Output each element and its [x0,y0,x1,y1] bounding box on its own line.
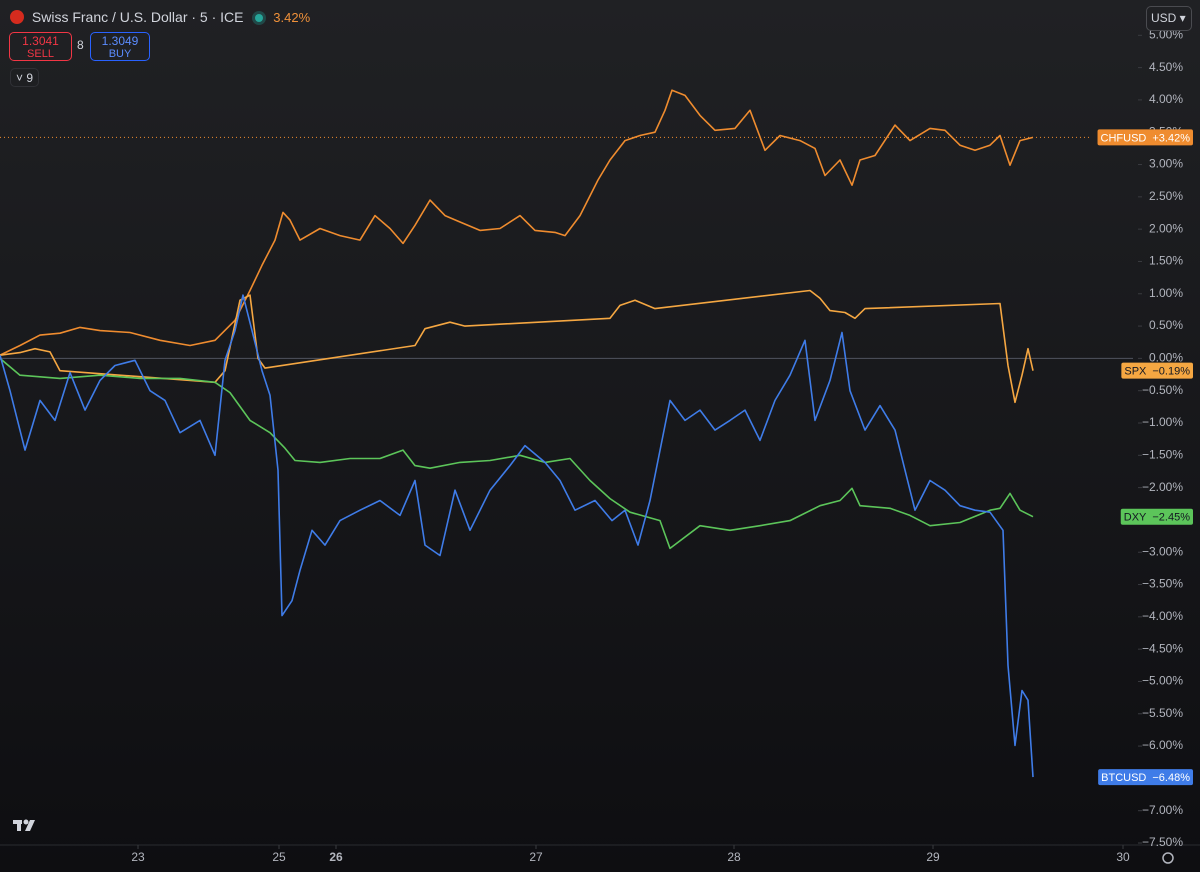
x-tick-label: 26 [329,850,343,864]
indicators-count: 9 [26,71,34,85]
indicators-toggle[interactable]: ˅ 9 [10,68,39,87]
y-tick-label: −5.00% [1142,674,1183,688]
settings-icon[interactable] [1162,852,1174,864]
series-name: SPX [1124,366,1147,378]
series-name: DXY [1124,512,1147,524]
series-label-box [1098,769,1193,786]
y-tick-label: 0.50% [1149,318,1183,332]
series-last-label: −2.45% [1152,512,1190,524]
buy-button[interactable]: 1.3049 BUY [90,32,150,61]
x-tick-label: 29 [926,850,940,864]
series-last-label: −0.19% [1152,366,1190,378]
status-dot [255,14,264,22]
change: 3.42% [273,10,311,25]
currency-select[interactable]: USD ▾ [1146,6,1192,31]
y-tick-label: 1.00% [1149,286,1183,300]
series-line [0,294,1034,778]
sell-price: 1.3041 [22,34,59,48]
series-last-label: −6.48% [1152,772,1190,784]
y-tick-label: −4.50% [1142,641,1183,655]
y-tick-label: −3.00% [1142,544,1183,558]
x-tick-label: 23 [131,850,145,864]
tv-logo [13,819,35,831]
series-last-label: +3.42% [1152,132,1190,144]
x-tick-label: 28 [727,850,741,864]
series-label-box [1121,362,1193,379]
y-tick-label: 3.00% [1149,157,1183,171]
series-label: CHFUSD +3.42% [1097,129,1193,146]
series-label: SPX −0.19% [1121,362,1193,379]
x-tick-label: 30 [1116,850,1130,864]
sell-button[interactable]: 1.3041 SELL [9,32,72,61]
series-line [0,357,1034,550]
spread: 8 [77,38,84,52]
series-name: CHFUSD [1101,132,1147,144]
buy-price: 1.3049 [101,34,139,48]
y-tick-label: 1.50% [1149,254,1183,268]
sell-label: SELL [27,48,54,60]
y-tick-label: −1.00% [1142,415,1183,429]
y-tick-label: −1.50% [1142,447,1183,461]
symbol-title: Swiss Franc / U.S. Dollar · 5 · ICE [31,9,244,25]
y-tick-label: 4.00% [1149,92,1183,106]
y-tick-label: 2.50% [1149,189,1183,203]
x-tick-label: 25 [272,850,286,864]
buy-label: BUY [108,48,132,60]
series-name: BTCUSD [1101,772,1146,784]
series-label: BTCUSD −6.48% [1098,769,1193,786]
series-label-box [1120,508,1193,525]
y-tick-label: −6.00% [1142,738,1183,752]
symbol-line: Swiss Franc / U.S. Dollar · 5 · ICE 3.42… [10,9,310,25]
y-tick-label: −5.50% [1142,706,1183,720]
y-tick-label: −4.00% [1142,609,1183,623]
series-line [0,89,1034,356]
y-tick-label: −3.50% [1142,577,1183,591]
flag-icon [10,10,24,24]
series-label-box [1097,129,1193,146]
y-tick-label: −7.00% [1142,803,1183,817]
y-tick-label: 4.50% [1149,60,1183,74]
y-tick-label: 2.00% [1149,221,1183,235]
x-tick-label: 27 [529,850,543,864]
currency: USD [1151,11,1177,25]
y-tick-label: −2.00% [1142,480,1183,494]
y-tick-label: −0.50% [1142,383,1183,397]
y-tick-label: 0.00% [1149,351,1183,365]
series-label: DXY −2.45% [1120,508,1193,525]
y-tick-label: −7.50% [1142,835,1183,849]
